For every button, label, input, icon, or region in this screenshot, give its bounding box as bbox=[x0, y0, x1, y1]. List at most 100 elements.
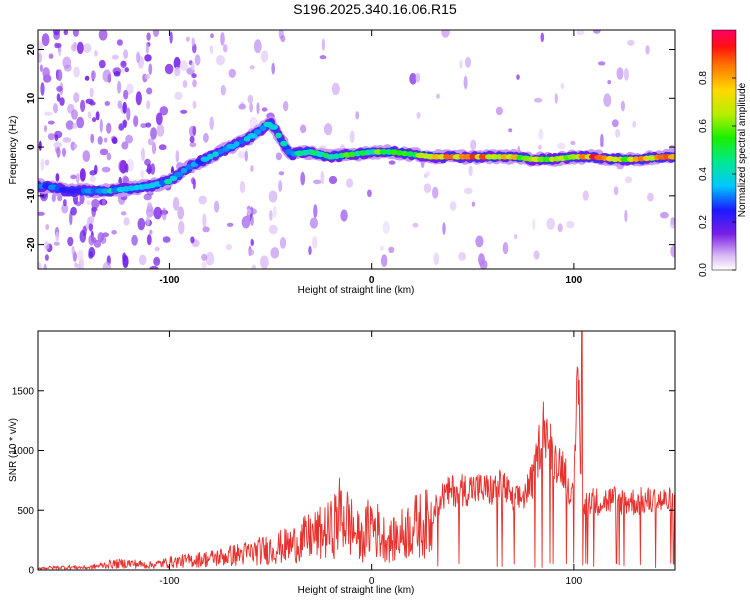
spectrogram-noise-blob bbox=[516, 74, 520, 80]
spectrogram-noise-blob bbox=[202, 214, 206, 228]
colorbar-tick-label: 0.6 bbox=[698, 119, 709, 133]
spectrogram-noise-blob bbox=[426, 171, 430, 177]
spectrogram-noise-blob bbox=[85, 76, 90, 81]
spectrogram-noise-blob bbox=[201, 254, 207, 261]
spectrogram-noise-blob bbox=[621, 101, 625, 112]
spectrogram-y-label: Frequency (Hz) bbox=[8, 116, 19, 185]
spectrogram-noise-blob bbox=[150, 127, 157, 139]
spectrogram-noise-blob bbox=[206, 252, 215, 266]
spectrogram-noise-blob bbox=[39, 141, 42, 151]
chart-title: S196.2025.340.16.06.R15 bbox=[293, 1, 457, 17]
spectrogram-noise-blob bbox=[276, 153, 282, 161]
spectrogram-noise-blob bbox=[240, 181, 246, 193]
spectrogram-noise-blob bbox=[106, 123, 111, 134]
spectrogram-noise-blob bbox=[214, 201, 219, 213]
figure: S196.2025.340.16.06.R15 -100 0 100 -20 -10 0… bbox=[0, 0, 750, 600]
spectrogram-noise-blob bbox=[557, 143, 565, 150]
spectrogram-noise-blob bbox=[283, 101, 288, 111]
spectrogram-noise-blob bbox=[159, 144, 167, 150]
spectrogram-noise-blob bbox=[153, 207, 162, 220]
spectrogram-noise-blob bbox=[99, 60, 106, 68]
colorbar-tick-label: 0.8 bbox=[698, 71, 709, 85]
spectrogram-noise-blob bbox=[53, 103, 58, 113]
spectrogram-noise-blob bbox=[346, 178, 353, 188]
spectrogram-noise-blob bbox=[625, 176, 632, 183]
spectrogram-noise-blob bbox=[412, 223, 418, 228]
spectrogram-noise-blob bbox=[450, 201, 457, 211]
spectrogram-y-tick-label: 10 bbox=[26, 92, 37, 104]
spectrogram-noise-blob bbox=[121, 141, 128, 149]
spectrogram-noise-blob bbox=[71, 109, 78, 120]
spectrogram-noise-blob bbox=[210, 45, 214, 54]
spectrogram-noise-blob bbox=[332, 83, 340, 95]
spectrogram-noise-blob bbox=[56, 86, 62, 92]
spectrogram-noise-blob bbox=[210, 33, 214, 38]
spectrogram-noise-blob bbox=[67, 237, 73, 246]
spectrogram-noise-blob bbox=[92, 117, 96, 122]
spectrogram-noise-blob bbox=[229, 69, 236, 78]
spectrogram-noise-blob bbox=[43, 74, 51, 82]
spectrogram-noise-blob bbox=[41, 158, 45, 171]
spectrogram-noise-blob bbox=[380, 246, 383, 251]
spectrogram-y-tick-label: -20 bbox=[26, 237, 37, 252]
spectrogram-noise-blob bbox=[539, 129, 544, 140]
spectrogram-noise-blob bbox=[250, 165, 253, 172]
spectrogram-noise-blob bbox=[436, 94, 440, 99]
spectrogram-noise-blob bbox=[534, 250, 540, 259]
spectrogram-y-tick-label: 20 bbox=[26, 44, 37, 56]
spectrogram-noise-blob bbox=[195, 54, 201, 65]
spectrogram-noise-blob bbox=[280, 237, 286, 249]
spectrogram-noise-blob bbox=[44, 241, 49, 250]
spectrogram-noise-blob bbox=[180, 110, 187, 114]
spectrogram-noise-blob bbox=[114, 71, 121, 77]
spectrogram-noise-blob bbox=[56, 173, 60, 182]
spectrogram-noise-blob bbox=[278, 180, 282, 192]
spectrogram-noise-blob bbox=[53, 27, 60, 36]
spectrogram-noise-blob bbox=[140, 170, 144, 179]
spectrogram-noise-blob bbox=[647, 193, 654, 202]
spectrogram-y-tick-label: -10 bbox=[26, 188, 37, 203]
spectrogram-noise-blob bbox=[42, 33, 50, 46]
spectrogram-noise-blob bbox=[49, 53, 54, 59]
spectrogram-noise-blob bbox=[63, 137, 72, 143]
spectrogram-noise-blob bbox=[441, 26, 450, 37]
spectrogram-noise-blob bbox=[645, 45, 649, 55]
spectrogram-noise-blob bbox=[73, 144, 77, 149]
spectrogram-noise-blob bbox=[147, 234, 152, 245]
spectrogram-noise-blob bbox=[202, 226, 209, 232]
snr-y-tick-label: 0 bbox=[28, 566, 34, 577]
spectrogram-noise-blob bbox=[355, 111, 359, 119]
spectrogram-noise-blob bbox=[192, 38, 195, 47]
spectrogram-noise-blob bbox=[424, 183, 432, 193]
spectrogram-noise-blob bbox=[190, 136, 195, 143]
spectrogram-noise-blob bbox=[245, 151, 248, 162]
spectrogram-noise-blob bbox=[248, 95, 254, 104]
spectrogram-noise-blob bbox=[122, 255, 128, 268]
spectrogram-noise-blob bbox=[271, 63, 275, 75]
spectrogram-noise-blob bbox=[133, 115, 138, 127]
spectrogram-noise-blob bbox=[123, 90, 128, 100]
snr-y-tick-label: 500 bbox=[17, 506, 34, 517]
spectrogram-noise-blob bbox=[121, 61, 126, 67]
spectrogram-noise-blob bbox=[261, 50, 268, 62]
spectrogram-noise-blob bbox=[148, 63, 152, 75]
spectrogram-noise-blob bbox=[546, 218, 555, 230]
spectrogram-noise-blob bbox=[627, 40, 634, 46]
spectrogram-noise-blob bbox=[73, 92, 79, 102]
spectrogram-noise-blob bbox=[615, 129, 620, 138]
spectrogram-noise-blob bbox=[458, 252, 466, 261]
spectrogram-noise-blob bbox=[269, 210, 273, 221]
spectrogram-noise-blob bbox=[138, 218, 146, 230]
spectrogram-noise-blob bbox=[180, 60, 188, 71]
spectrogram-noise-blob bbox=[89, 170, 96, 175]
snr-x-label: Height of straight line (km) bbox=[298, 585, 415, 596]
spectrogram-noise-blob bbox=[186, 37, 190, 42]
spectrogram-noise-blob bbox=[83, 150, 91, 162]
spectrogram-ridge-cell bbox=[269, 124, 278, 130]
spectrogram-ridge-cell bbox=[280, 141, 288, 147]
spectrogram-noise-blob bbox=[383, 221, 390, 233]
spectrogram-noise-blob bbox=[77, 250, 84, 261]
spectrogram-noise-blob bbox=[209, 117, 214, 130]
spectrogram-noise-blob bbox=[118, 100, 123, 108]
spectrogram-noise-blob bbox=[247, 209, 252, 215]
